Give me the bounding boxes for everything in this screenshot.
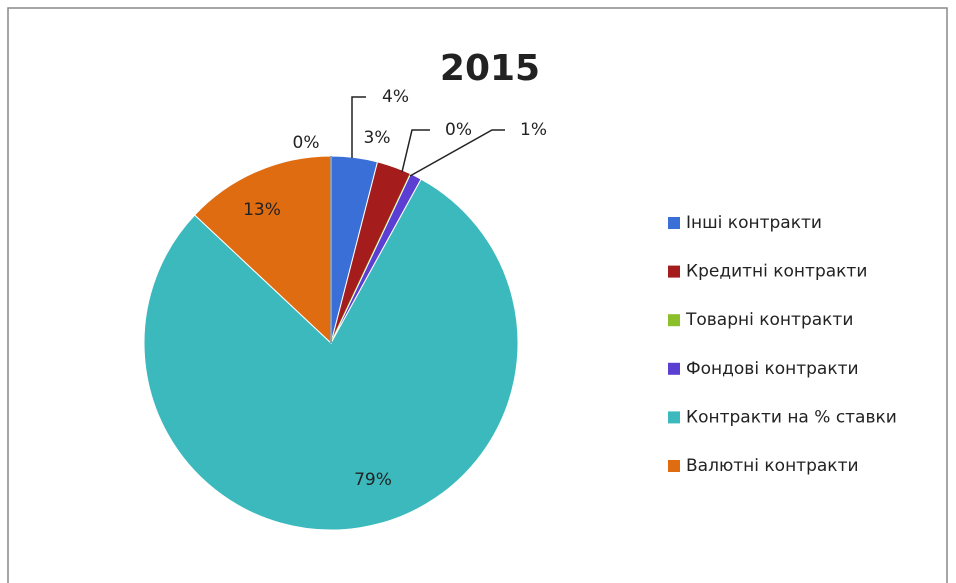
data-label: 0% — [293, 133, 320, 153]
chart-title: 2015 — [440, 48, 540, 89]
data-label: 0% — [445, 120, 472, 140]
pie-slice — [143, 178, 519, 531]
legend-label: Фондові контракти — [686, 359, 859, 379]
data-label: 13% — [243, 200, 281, 220]
legend-label: Кредитні контракти — [686, 262, 867, 282]
leader-line — [409, 129, 505, 177]
legend-swatch — [668, 265, 680, 278]
legend-label: Інші контракти — [686, 213, 822, 233]
pie-slice — [193, 155, 332, 345]
legend-label: Товарні контракти — [685, 310, 853, 330]
leader-line — [401, 129, 430, 173]
legend-swatch — [668, 314, 680, 327]
legend-swatch — [668, 362, 680, 375]
legend-label: Контракти на % ставки — [686, 407, 897, 427]
data-label: 79% — [354, 470, 392, 490]
legend-label: Валютні контракти — [686, 456, 859, 476]
data-label: 3% — [364, 128, 391, 148]
leader-line — [351, 96, 366, 158]
data-label: 1% — [520, 120, 547, 140]
legend-swatch — [668, 217, 680, 229]
data-label: 4% — [382, 87, 409, 107]
legend-swatch — [668, 411, 680, 424]
legend-swatch — [668, 460, 680, 472]
